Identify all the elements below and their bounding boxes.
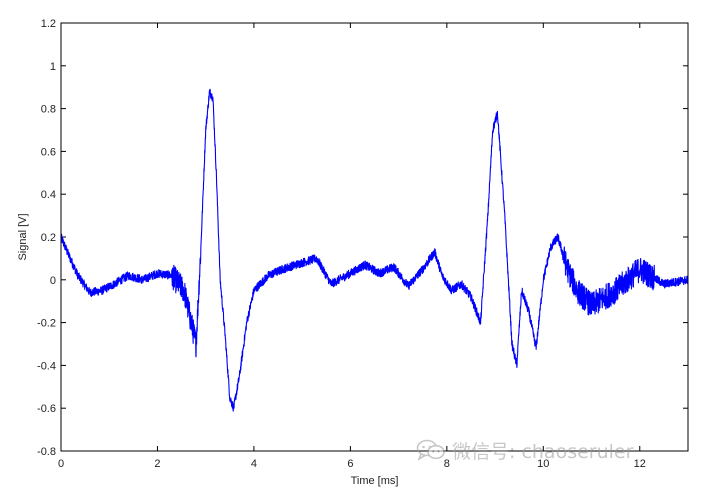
- x-tick-label: 12: [634, 458, 646, 470]
- watermark-text: 微信号: chaoseruler: [452, 440, 634, 463]
- tick-marks: [60, 22, 688, 452]
- y-axis-label: Signal [V]: [17, 213, 29, 260]
- x-tick-label: 0: [58, 458, 64, 470]
- watermark: 微信号: chaoseruler: [416, 438, 634, 463]
- y-tick-label: 0.6: [41, 146, 56, 158]
- plot-frame: [60, 22, 689, 452]
- y-tick-label: -0.2: [37, 318, 56, 330]
- x-tick-label: 2: [154, 458, 160, 470]
- x-tick-label: 10: [537, 458, 549, 470]
- x-tick-label: 8: [444, 458, 450, 470]
- series-layer: [60, 88, 689, 412]
- y-tick-label: 0.4: [41, 189, 56, 201]
- y-tick-label: -0.4: [37, 360, 56, 372]
- y-tick-label: 0: [50, 275, 56, 287]
- signal-series-line: [60, 88, 689, 412]
- x-tick-label: 4: [251, 458, 257, 470]
- y-tick-label: 1: [50, 61, 56, 73]
- tick-labels: 0 2 4 6 8 10 12 -0.8 -0.6 -0.4 -0.2 0 0.2 0.4 0.6 0.8 1 1…: [37, 18, 646, 470]
- y-tick-label: -0.6: [37, 403, 56, 415]
- wechat-logo-icon: [416, 439, 445, 461]
- x-axis-label: Time [ms]: [351, 475, 399, 487]
- x-tick-label: 6: [347, 458, 353, 470]
- y-tick-label: -0.8: [37, 446, 56, 458]
- y-tick-label: 1.2: [41, 18, 56, 30]
- y-tick-label: 0.2: [41, 232, 56, 244]
- y-tick-label: 0.8: [41, 104, 56, 116]
- plot-background: [61, 23, 688, 451]
